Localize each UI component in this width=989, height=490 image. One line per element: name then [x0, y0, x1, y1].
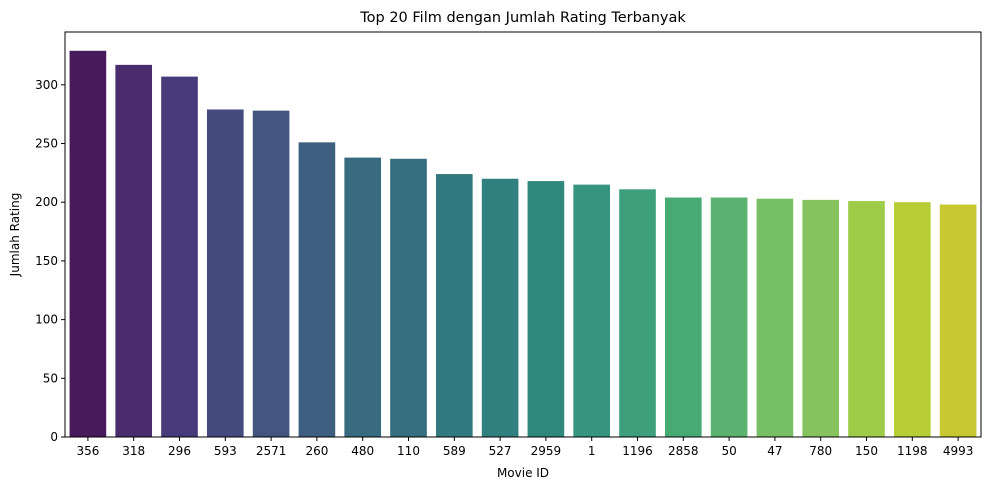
bar-1196	[619, 189, 656, 437]
x-tick-label: 480	[351, 444, 374, 458]
x-tick-label: 1196	[622, 444, 653, 458]
bar-2858	[664, 197, 702, 437]
bar-527	[481, 178, 519, 437]
bar-260	[298, 142, 336, 437]
y-tick-label: 200	[35, 195, 58, 209]
x-axis-label: Movie ID	[497, 466, 549, 480]
x-tick-label: 318	[122, 444, 145, 458]
y-axis: 0 50 100 150 200 250 300	[35, 78, 65, 444]
chart-title: Top 20 Film dengan Jumlah Rating Terbany…	[359, 10, 686, 26]
bar-296	[161, 76, 198, 437]
x-axis: 356 318 296 593 2571 260 480 110 589 527 2959 1 1196…	[76, 437, 973, 458]
x-tick-label: 2858	[668, 444, 699, 458]
x-tick-label: 2959	[531, 444, 562, 458]
y-tick-label: 0	[50, 430, 58, 444]
x-tick-label: 110	[397, 444, 420, 458]
bar-589	[435, 174, 473, 438]
bar-780	[802, 199, 840, 437]
bar-356	[69, 50, 107, 438]
plot-frame	[64, 31, 982, 438]
y-tick-label: 100	[35, 313, 58, 327]
bar-50	[710, 197, 748, 437]
x-tick-label: 593	[214, 444, 237, 458]
x-tick-label: 1198	[897, 444, 928, 458]
bar-4993	[939, 204, 977, 437]
x-tick-label: 780	[809, 444, 832, 458]
x-tick-label: 4993	[943, 444, 974, 458]
bar-1198	[893, 202, 931, 437]
bars-layer	[69, 50, 977, 438]
x-tick-label: 47	[767, 444, 782, 458]
bar-2571	[252, 110, 290, 438]
x-tick-label: 356	[76, 444, 99, 458]
x-tick-label: 260	[305, 444, 328, 458]
bar-1	[573, 184, 611, 437]
x-tick-label: 527	[489, 444, 512, 458]
x-tick-label: 50	[721, 444, 736, 458]
y-tick-label: 300	[35, 78, 58, 92]
bar-2959	[527, 181, 565, 437]
y-tick-label: 250	[35, 137, 58, 151]
y-axis-label: Jumlah Rating	[8, 193, 22, 278]
x-tick-label: 1	[588, 444, 596, 458]
bar-593	[206, 109, 244, 437]
bar-150	[848, 201, 885, 437]
y-tick-label: 150	[35, 254, 58, 268]
bar-47	[756, 198, 794, 437]
bar-480	[344, 157, 382, 437]
y-tick-label: 50	[43, 371, 58, 385]
x-tick-label: 296	[168, 444, 191, 458]
x-tick-label: 150	[855, 444, 878, 458]
x-tick-label: 589	[443, 444, 466, 458]
bar-110	[390, 158, 427, 438]
x-tick-label: 2571	[256, 444, 287, 458]
bar-318	[115, 64, 153, 437]
